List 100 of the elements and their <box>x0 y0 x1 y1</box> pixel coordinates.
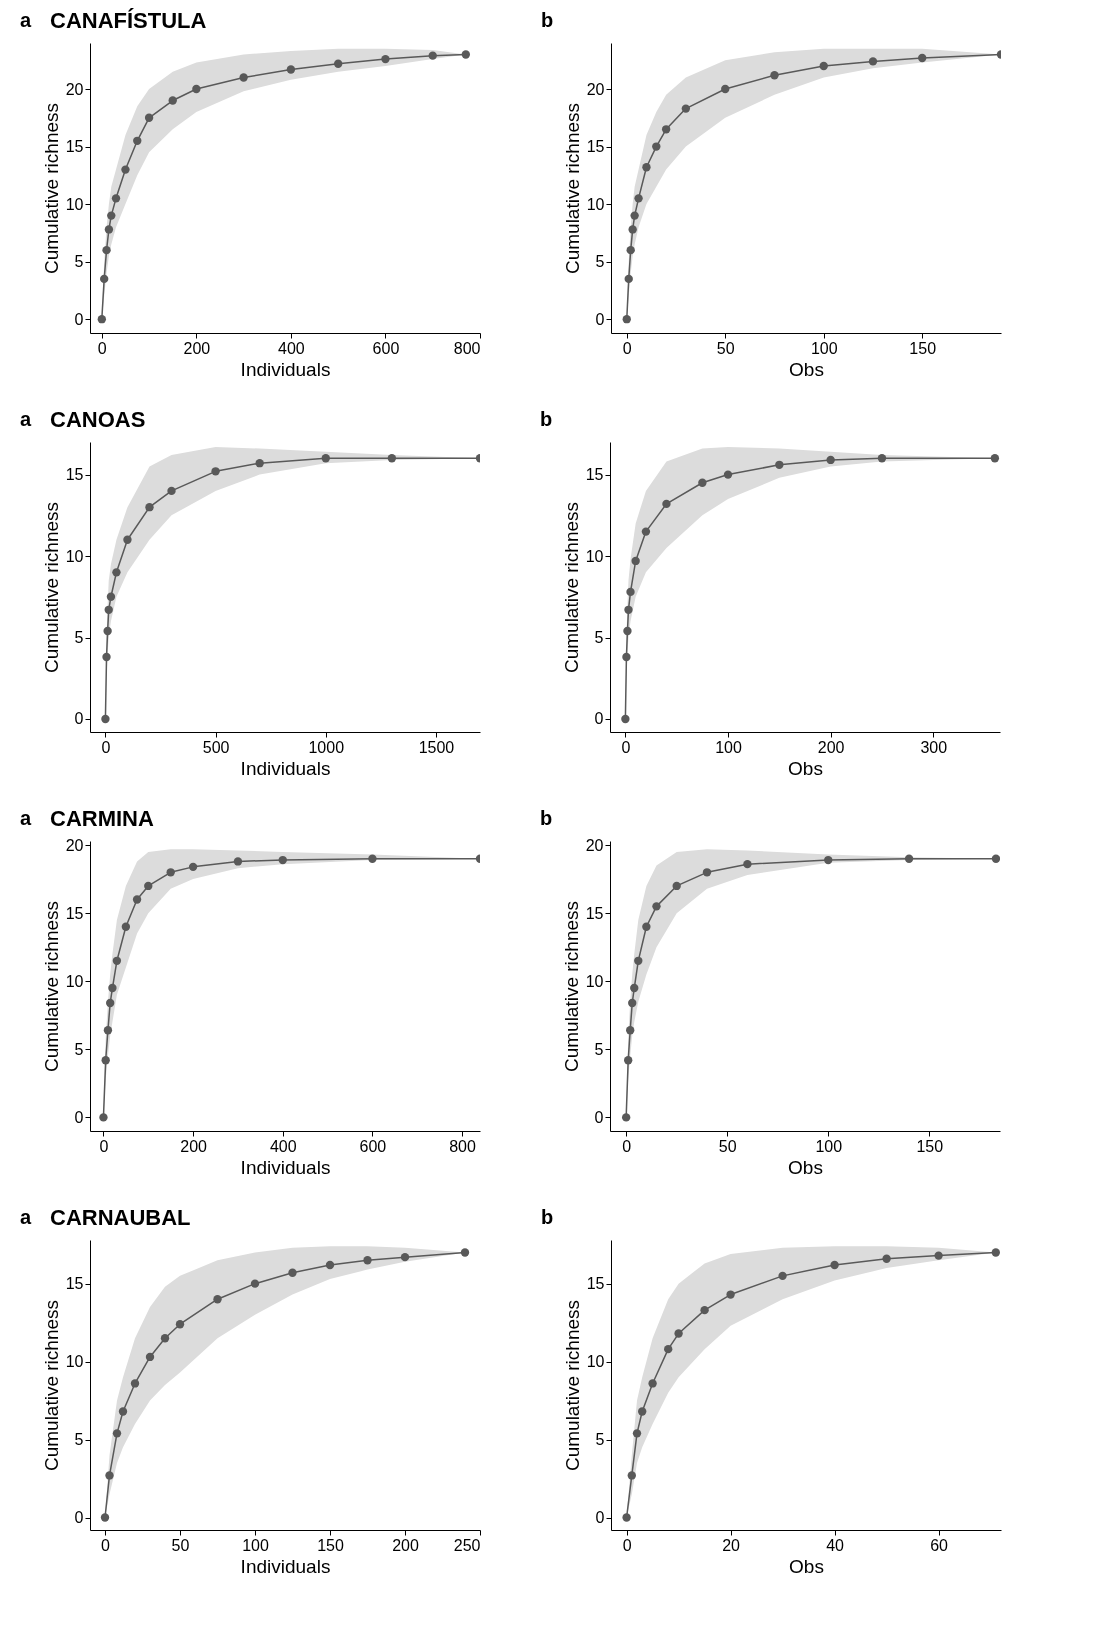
y-tick-label: 10 <box>65 972 84 990</box>
y-axis-title: Cumulative richness <box>561 1299 583 1472</box>
x-tick-label: 400 <box>278 339 305 357</box>
x-tick-label: 1000 <box>308 738 345 756</box>
x-tick-label: 150 <box>909 339 937 357</box>
point <box>662 499 671 509</box>
point <box>121 165 130 174</box>
point <box>778 1271 787 1281</box>
point <box>882 1254 891 1263</box>
point <box>321 454 330 463</box>
point <box>145 502 154 512</box>
point <box>188 862 198 872</box>
text: a <box>20 1206 32 1228</box>
point <box>107 211 116 220</box>
x-tick-label: 0 <box>97 339 107 357</box>
chart-title: CARMINA <box>50 806 154 831</box>
point <box>428 51 437 60</box>
point <box>642 922 651 931</box>
text: b <box>540 408 553 430</box>
y-axis-title: Cumulative richness <box>40 900 62 1073</box>
y-tick-label: 15 <box>65 138 84 156</box>
point <box>100 1513 110 1522</box>
y-tick-label: 15 <box>585 466 604 484</box>
point <box>621 714 630 724</box>
point <box>824 855 833 865</box>
x-tick-label: 600 <box>372 339 400 357</box>
y-tick-label: 5 <box>74 1431 84 1449</box>
point <box>168 96 177 105</box>
x-tick-label: 1500 <box>418 738 455 756</box>
point <box>105 998 115 1008</box>
x-tick-label: 20 <box>722 1536 741 1554</box>
point <box>721 84 730 94</box>
y-tick-label: 20 <box>65 80 84 98</box>
point <box>167 486 176 496</box>
point <box>175 1320 185 1329</box>
point <box>672 881 681 891</box>
point <box>726 1290 735 1299</box>
point <box>868 57 878 66</box>
x-tick-label: 200 <box>392 1536 419 1554</box>
x-axis-title: Individuals <box>240 1555 331 1577</box>
point <box>661 125 671 134</box>
x-tick-label: 250 <box>453 1536 481 1554</box>
point <box>211 467 220 476</box>
point <box>877 454 887 463</box>
point <box>623 626 632 636</box>
y-tick-label: 0 <box>74 1108 84 1126</box>
point <box>381 54 390 64</box>
y-tick-label: 10 <box>586 195 605 213</box>
point <box>400 1252 410 1262</box>
y-axis-title: Cumulative richness <box>40 102 62 275</box>
point <box>702 868 712 877</box>
x-axis-title: Obs <box>789 358 824 380</box>
point <box>991 1248 1000 1257</box>
point <box>213 1295 222 1304</box>
point <box>621 1113 631 1122</box>
y-tick-label: 0 <box>74 310 84 328</box>
y-tick-label: 20 <box>585 836 604 854</box>
x-tick-label: 0 <box>622 1536 632 1554</box>
x-axis-title: Individuals <box>240 1156 331 1178</box>
x-tick-label: 60 <box>930 1536 949 1554</box>
point <box>628 225 637 234</box>
x-tick-label: 0 <box>622 1137 632 1155</box>
y-tick-label: 0 <box>74 710 84 728</box>
x-tick-label: 40 <box>826 1536 845 1554</box>
point <box>286 65 296 74</box>
point <box>626 587 635 597</box>
y-tick-label: 10 <box>65 547 84 565</box>
point <box>250 1279 260 1288</box>
text: a <box>20 807 32 829</box>
point <box>103 626 112 636</box>
y-tick-label: 10 <box>65 1353 84 1371</box>
point <box>460 1248 470 1257</box>
point <box>819 61 828 71</box>
point <box>123 535 132 544</box>
point <box>103 1026 113 1035</box>
point <box>674 1329 683 1338</box>
y-tick-label: 0 <box>594 710 604 728</box>
x-axis-title: Obs <box>789 1555 824 1577</box>
y-tick-label: 15 <box>65 1275 84 1293</box>
text: b <box>541 1206 554 1228</box>
x-tick-label: 500 <box>202 738 230 756</box>
point <box>363 1256 372 1265</box>
x-tick-label: 0 <box>621 738 631 756</box>
x-tick-label: 300 <box>920 738 948 756</box>
x-tick-label: 0 <box>99 1137 109 1155</box>
y-tick-label: 15 <box>586 138 605 156</box>
point <box>101 1056 110 1065</box>
point <box>325 1260 335 1270</box>
point <box>634 956 643 965</box>
x-axis-title: Individuals <box>240 358 331 380</box>
point <box>101 714 110 724</box>
point <box>160 1334 170 1343</box>
point <box>628 998 637 1008</box>
y-tick-label: 15 <box>65 466 84 484</box>
chart-title: CARNAUBAL <box>50 1205 191 1230</box>
point <box>622 1513 631 1522</box>
point <box>641 527 651 536</box>
point <box>630 983 639 993</box>
point <box>775 460 784 469</box>
x-tick-label: 150 <box>317 1536 344 1554</box>
